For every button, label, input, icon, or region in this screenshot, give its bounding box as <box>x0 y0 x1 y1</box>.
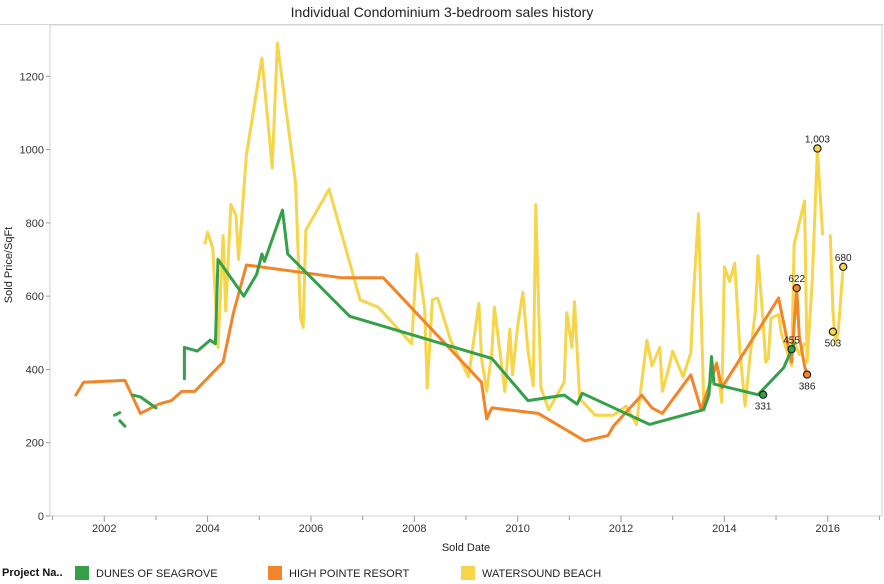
y-tick-label: 800 <box>26 218 44 230</box>
data-point-watersound-beach <box>813 144 822 153</box>
data-label-dunes-of-seagrove: 455 <box>783 335 800 346</box>
series-line-watersound-beach <box>203 41 825 426</box>
x-tick-label: 2016 <box>815 523 839 535</box>
data-point-watersound-beach <box>839 262 848 272</box>
legend-swatch <box>268 566 282 580</box>
data-label-watersound-beach: 1,003 <box>805 134 830 145</box>
series-line-watersound-beach <box>828 234 845 346</box>
legend-label: DUNES OF SEAGROVE <box>96 568 218 580</box>
plot-area <box>49 24 883 517</box>
data-point-watersound-beach <box>828 327 838 336</box>
y-tick-label: 200 <box>26 438 44 450</box>
data-point-high-pointe-resort <box>792 283 801 293</box>
y-tick-label: 1200 <box>20 71 44 83</box>
x-tick-label: 2014 <box>712 523 736 535</box>
series-line-dunes-of-seagrove <box>113 411 122 417</box>
x-tick-label: 2010 <box>505 523 529 535</box>
x-tick-label: 2004 <box>195 523 219 535</box>
legend-swatch <box>75 566 89 580</box>
series-line-dunes-of-seagrove <box>182 208 796 426</box>
x-axis-title: Sold Date <box>442 542 490 554</box>
data-point-high-pointe-resort <box>802 370 812 379</box>
series-line-dunes-of-seagrove <box>131 393 158 410</box>
series-layer <box>74 41 845 443</box>
data-label-high-pointe-resort: 622 <box>788 274 805 285</box>
legend-title: Project Na.. <box>2 567 63 579</box>
data-point-dunes-of-seagrove <box>758 390 768 399</box>
series-line-dunes-of-seagrove <box>118 419 127 428</box>
y-tick-label: 0 <box>38 511 44 523</box>
y-axis: 0 200 400 600 800 1000 1200 <box>20 71 50 523</box>
x-axis: 2002 2004 2006 2008 2010 2012 2014 2016 <box>52 516 880 535</box>
legend: Project Na.. DUNES OF SEAGROVE HIGH POIN… <box>0 563 884 583</box>
data-label-dunes-of-seagrove: 331 <box>755 402 772 413</box>
legend-label: HIGH POINTE RESORT <box>289 568 410 580</box>
data-label-watersound-beach: 503 <box>825 339 842 350</box>
x-tick-label: 2012 <box>609 523 633 535</box>
data-point-dunes-of-seagrove <box>787 345 796 354</box>
y-tick-label: 1000 <box>20 145 44 157</box>
y-tick-label: 600 <box>26 291 44 303</box>
x-tick-label: 2006 <box>299 523 323 535</box>
x-tick-label: 2008 <box>402 523 426 535</box>
series-line-high-pointe-resort <box>74 263 809 443</box>
data-label-watersound-beach: 680 <box>835 253 852 264</box>
legend-label: WATERSOUND BEACH <box>482 568 602 580</box>
marker-layer: 1,003 503 680 622 386 331 455 <box>755 134 852 412</box>
y-tick-label: 400 <box>26 364 44 376</box>
y-axis-title: Sold Price/SqFt <box>3 227 15 303</box>
x-tick-label: 2002 <box>92 523 116 535</box>
legend-swatch <box>461 566 475 580</box>
data-label-high-pointe-resort: 386 <box>799 382 816 393</box>
